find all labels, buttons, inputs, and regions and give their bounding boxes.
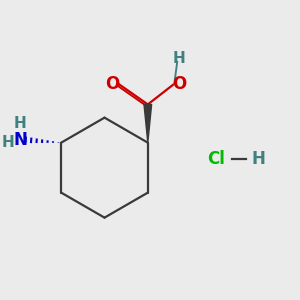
Text: H: H: [14, 116, 26, 131]
Polygon shape: [144, 104, 152, 142]
Text: O: O: [172, 75, 186, 93]
Text: H: H: [252, 150, 266, 168]
Text: Cl: Cl: [207, 150, 225, 168]
Text: H: H: [1, 135, 14, 150]
Text: O: O: [105, 75, 119, 93]
Text: N: N: [13, 131, 27, 149]
Text: H: H: [172, 51, 185, 66]
